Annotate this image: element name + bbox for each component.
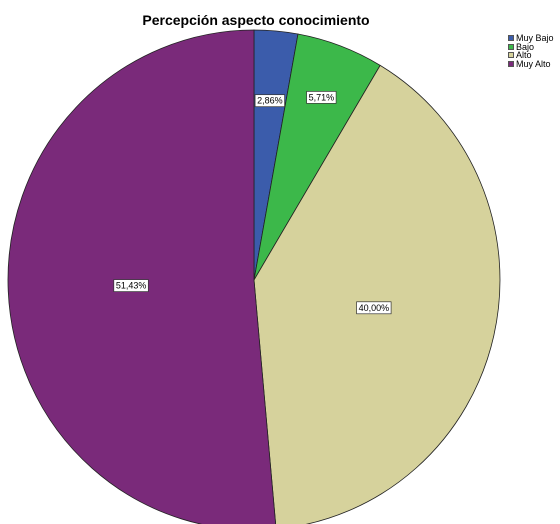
- data-label-alto: 40,00%: [359, 303, 390, 313]
- data-label-box: [356, 301, 392, 315]
- chart-title: Percepción aspecto conocimiento: [142, 12, 370, 28]
- legend-label: Muy Alto: [516, 58, 551, 69]
- data-label-muy-alto: 51,43%: [116, 281, 147, 291]
- data-label-box: [113, 279, 149, 292]
- legend-label: Alto: [516, 50, 532, 60]
- legend-item-muy-bajo: Muy Bajo: [508, 34, 554, 43]
- legend-swatch: [508, 43, 514, 50]
- pie-labels: 2,86% 5,71% 40,00% 51,43%: [113, 91, 392, 315]
- legend-item-muy-alto: Muy Alto: [508, 58, 554, 69]
- pie-slice-alto: [253, 64, 501, 524]
- data-label-box: [254, 94, 285, 108]
- legend-label: Bajo: [516, 41, 535, 52]
- data-label-box: [306, 91, 337, 104]
- legend-label: Muy Bajo: [516, 33, 554, 43]
- data-label-muy-bajo: 2,86%: [257, 96, 283, 106]
- pie-slices: [7, 29, 501, 524]
- legend-swatch: [508, 60, 514, 67]
- legend: Muy Bajo Bajo Alto Muy Alto: [508, 34, 554, 68]
- pie-slice-muy-alto: [7, 29, 277, 524]
- data-label-bajo: 5,71%: [309, 92, 335, 102]
- legend-item-bajo: Bajo: [508, 41, 554, 52]
- legend-swatch: [508, 52, 514, 59]
- legend-swatch: [508, 35, 514, 42]
- legend-item-alto: Alto: [508, 51, 554, 60]
